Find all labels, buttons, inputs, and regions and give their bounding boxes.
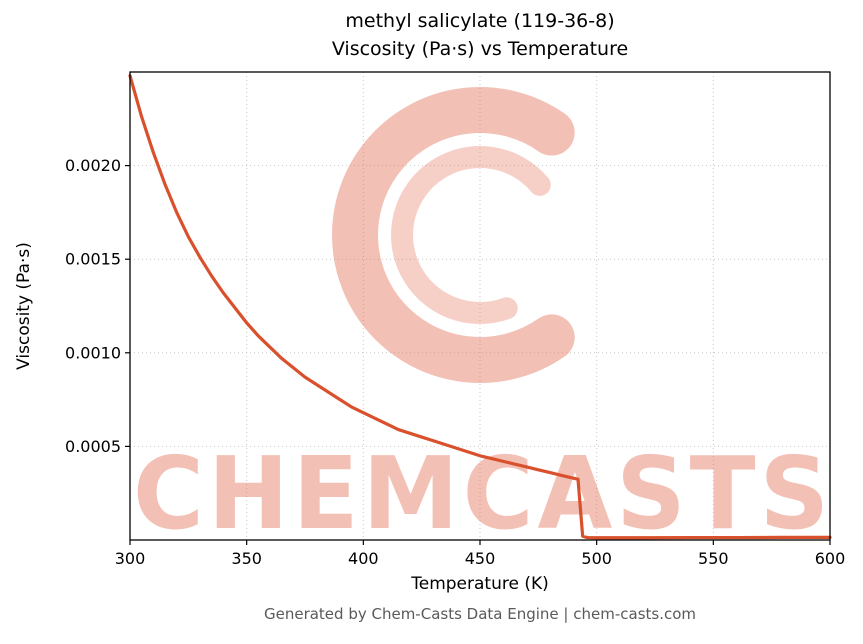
chart-title-line1: methyl salicylate (119-36-8)	[345, 10, 615, 32]
watermark: CHEMCASTS	[133, 87, 833, 552]
axis-ticks	[125, 165, 831, 545]
grid-lines	[129, 72, 831, 540]
y-tick-label: 0.0020	[65, 156, 121, 175]
x-tick-label: 550	[698, 549, 729, 568]
y-tick-label: 0.0005	[65, 437, 121, 456]
x-tick-label: 400	[348, 549, 379, 568]
x-axis-label: Temperature (K)	[411, 574, 549, 594]
watermark-logo-icon	[332, 87, 575, 383]
axis-tick-labels: 300 350 400 450 500 550 600 0.0005 0.0010 0.0015 0…	[65, 156, 845, 568]
watermark-text: CHEMCASTS	[133, 435, 833, 552]
y-tick-label: 0.0015	[65, 250, 121, 269]
footer-attribution: Generated by Chem-Casts Data Engine | ch…	[263, 605, 697, 623]
y-tick-label: 0.0010	[65, 343, 121, 362]
chart-title-line2: Viscosity (Pa·s) vs Temperature	[331, 38, 629, 60]
x-tick-label: 600	[815, 549, 846, 568]
viscosity-curve	[128, 74, 832, 540]
x-tick-label: 300	[115, 549, 146, 568]
x-tick-label: 350	[231, 549, 262, 568]
x-tick-label: 500	[581, 549, 612, 568]
x-tick-label: 450	[465, 549, 496, 568]
y-axis-label: Viscosity (Pa·s)	[14, 242, 34, 370]
watermark-logo-inner-swirl-icon	[391, 146, 551, 324]
